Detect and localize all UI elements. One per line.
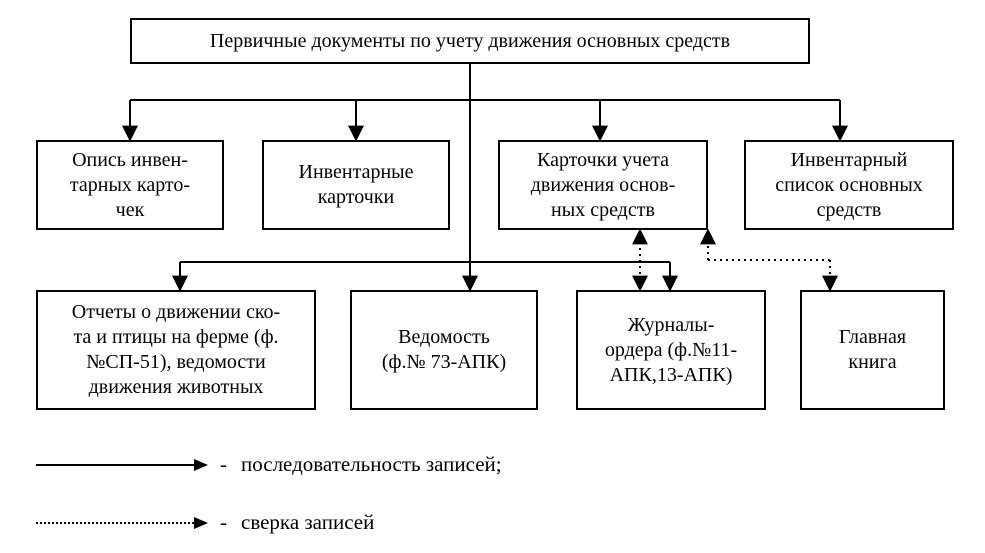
legend-arrowhead-icon bbox=[194, 459, 208, 471]
node-label: Карточки учета движения основ- ных средс… bbox=[531, 148, 676, 223]
node-label: Отчеты о движении ско- та и птицы на фер… bbox=[72, 300, 280, 400]
node-r3c4: Главная книга bbox=[800, 290, 945, 410]
node-r2c2: Инвентарные карточки bbox=[262, 140, 450, 230]
node-label: Журналы- ордера (ф.№11- АПК,13-АПК) bbox=[605, 313, 737, 388]
legend-arrowhead-icon bbox=[194, 517, 208, 529]
node-label: Инвентарные карточки bbox=[299, 160, 414, 210]
legend-label: сверка записей bbox=[241, 510, 374, 535]
node-label: Главная книга bbox=[839, 325, 906, 375]
legend-line-dotted bbox=[36, 522, 206, 524]
node-r2c3: Карточки учета движения основ- ных средс… bbox=[498, 140, 708, 230]
node-label: Инвентарный список основных средств bbox=[775, 148, 923, 223]
node-label: Первичные документы по учету движения ос… bbox=[210, 29, 730, 54]
node-r3c2: Ведомость (ф.№ 73-АПК) bbox=[350, 290, 538, 410]
legend-label: последовательность записей; bbox=[241, 452, 502, 477]
legend-row-dotted: -сверка записей bbox=[36, 510, 374, 535]
node-r2c1: Опись инвен- тарных карто- чек bbox=[36, 140, 224, 230]
node-r2c4: Инвентарный список основных средств bbox=[744, 140, 954, 230]
legend-line-solid bbox=[36, 464, 206, 466]
legend-separator: - bbox=[220, 510, 227, 535]
node-label: Опись инвен- тарных карто- чек bbox=[70, 148, 190, 223]
node-r3c3: Журналы- ордера (ф.№11- АПК,13-АПК) bbox=[576, 290, 766, 410]
node-root: Первичные документы по учету движения ос… bbox=[130, 18, 810, 64]
legend-row-solid: -последовательность записей; bbox=[36, 452, 502, 477]
node-label: Ведомость (ф.№ 73-АПК) bbox=[382, 325, 506, 375]
node-r3c1: Отчеты о движении ско- та и птицы на фер… bbox=[36, 290, 316, 410]
legend-separator: - bbox=[220, 452, 227, 477]
